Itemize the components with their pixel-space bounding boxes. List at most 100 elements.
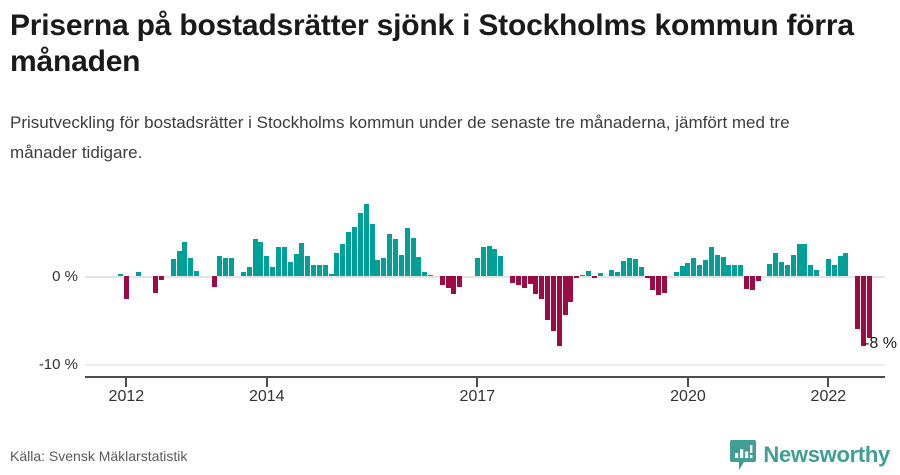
bar: [264, 255, 270, 276]
bar: [638, 267, 644, 276]
x-axis-line: [85, 376, 885, 378]
bar: [375, 260, 381, 276]
bar: [597, 273, 603, 276]
bar: [609, 269, 615, 276]
x-axis-labels: 2012 2014 2017 2020 2022: [85, 388, 885, 412]
bar: [457, 276, 463, 287]
bar: [223, 257, 229, 276]
source-note: Källa: Svensk Mäklarstatistik: [10, 448, 188, 464]
bar: [287, 261, 293, 276]
bar: [533, 276, 539, 295]
bar: [316, 265, 322, 276]
bar: [656, 276, 662, 296]
bar: [422, 271, 428, 276]
x-tick: [686, 378, 689, 387]
bar: [211, 276, 217, 287]
bar: [545, 276, 551, 320]
x-axis-ticks: [85, 378, 885, 388]
value-label: -8 %: [864, 335, 897, 353]
logo-wordmark: Newsworthy: [763, 442, 890, 467]
bar: [416, 256, 422, 276]
bar-series: [85, 190, 885, 385]
bar: [182, 241, 188, 276]
bar: [843, 253, 849, 276]
bar: [258, 241, 264, 276]
x-tick: [476, 378, 479, 387]
bar: [322, 265, 328, 276]
page-subtitle: Prisutveckling för bostadsrätter i Stock…: [10, 113, 790, 162]
bar: [837, 255, 843, 276]
x-tick-label: 2014: [248, 388, 285, 405]
bar: [703, 260, 708, 276]
bar: [135, 272, 141, 276]
bar: [363, 203, 369, 276]
bar: [357, 212, 363, 276]
bar: [591, 276, 597, 278]
bar: [726, 264, 732, 276]
bar: [369, 224, 375, 276]
bar: [679, 266, 685, 276]
x-tick-label: 2017: [459, 388, 496, 405]
bar: [580, 274, 586, 276]
y-tick-label-neg10: -10 %: [38, 356, 78, 373]
bar: [773, 253, 779, 276]
bar: [246, 267, 252, 276]
bar: [515, 276, 521, 285]
bar: [194, 270, 200, 276]
bar: [755, 276, 761, 282]
bar: [691, 258, 697, 276]
bar-chart-bubble-icon: [730, 440, 757, 470]
bar: [229, 258, 235, 276]
x-tick-label: 2012: [108, 388, 145, 405]
bar: [539, 276, 545, 299]
bar: [240, 272, 246, 276]
bar: [662, 276, 668, 293]
bar: [217, 255, 223, 276]
bar: [340, 244, 346, 276]
bar: [170, 259, 176, 276]
bar: [650, 276, 656, 291]
bar: [451, 276, 457, 294]
gridline-neg10: [85, 364, 885, 366]
bar: [644, 276, 650, 278]
bar: [697, 265, 703, 276]
bar: [714, 254, 720, 276]
bar: [346, 232, 352, 276]
bar: [568, 276, 574, 302]
bar: [480, 246, 486, 276]
bar: [574, 276, 580, 278]
bar: [615, 272, 621, 276]
bar: [123, 276, 129, 299]
bar: [866, 276, 872, 338]
bar: [428, 274, 434, 276]
bar: [673, 272, 679, 276]
x-tick: [265, 378, 268, 387]
bar: [521, 276, 527, 289]
bar: [720, 256, 726, 276]
bar: [118, 274, 123, 276]
bar: [176, 251, 182, 276]
bar: [498, 255, 504, 276]
bar: [381, 257, 387, 276]
bar: [410, 238, 416, 276]
bar: [334, 253, 340, 276]
bar: [831, 264, 837, 276]
bar: [743, 276, 749, 290]
y-axis-labels: 0 % -10 %: [0, 190, 78, 385]
x-tick-label: 2022: [810, 388, 847, 405]
bar: [509, 276, 515, 284]
gridline-zero: [85, 276, 885, 278]
bar: [814, 269, 820, 276]
bar: [621, 261, 627, 276]
bar: [474, 258, 480, 276]
bar: [299, 242, 305, 276]
bar: [586, 270, 591, 276]
bar: [293, 254, 299, 276]
bar: [626, 258, 632, 276]
bar: [492, 248, 498, 276]
bar: [439, 276, 445, 285]
bar: [352, 226, 357, 276]
bar: [305, 255, 311, 276]
bar: [802, 244, 808, 276]
